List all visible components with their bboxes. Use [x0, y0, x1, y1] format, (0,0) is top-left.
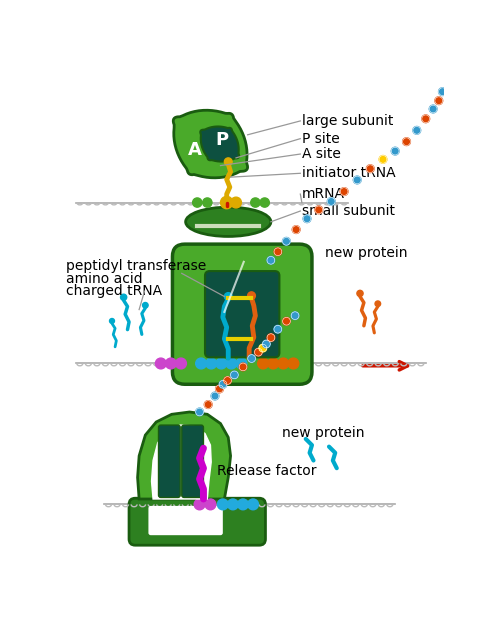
Text: A site: A site: [302, 147, 341, 161]
Circle shape: [224, 377, 231, 385]
Circle shape: [206, 358, 216, 369]
FancyBboxPatch shape: [173, 244, 312, 385]
Circle shape: [203, 198, 212, 207]
Circle shape: [292, 226, 300, 234]
Polygon shape: [200, 126, 239, 162]
Circle shape: [155, 358, 166, 369]
Circle shape: [435, 97, 443, 105]
Circle shape: [193, 198, 202, 207]
Circle shape: [379, 155, 387, 163]
Text: Release factor: Release factor: [216, 464, 316, 478]
Circle shape: [205, 499, 216, 510]
Circle shape: [211, 392, 219, 400]
Text: P: P: [215, 131, 229, 149]
Circle shape: [120, 294, 127, 300]
Circle shape: [413, 126, 421, 134]
Circle shape: [260, 198, 269, 207]
Polygon shape: [151, 425, 211, 499]
Circle shape: [176, 358, 186, 369]
Circle shape: [215, 385, 223, 393]
Circle shape: [254, 349, 262, 356]
Text: mRNA: mRNA: [302, 187, 345, 201]
Circle shape: [429, 105, 437, 113]
Circle shape: [258, 358, 269, 369]
Circle shape: [224, 158, 232, 166]
Circle shape: [194, 499, 205, 510]
Circle shape: [327, 198, 335, 205]
Circle shape: [288, 358, 299, 369]
Circle shape: [247, 499, 258, 510]
Circle shape: [251, 198, 260, 207]
Circle shape: [236, 358, 247, 369]
Text: A: A: [188, 141, 202, 159]
Circle shape: [391, 147, 399, 155]
Circle shape: [227, 499, 238, 510]
Circle shape: [220, 196, 233, 209]
Circle shape: [226, 358, 237, 369]
Circle shape: [375, 301, 381, 306]
Circle shape: [353, 176, 361, 184]
Circle shape: [204, 401, 212, 408]
Polygon shape: [173, 110, 247, 178]
Circle shape: [109, 318, 114, 324]
Circle shape: [278, 358, 289, 369]
Circle shape: [439, 88, 446, 96]
Circle shape: [142, 302, 148, 308]
Text: charged tRNA: charged tRNA: [66, 284, 162, 298]
Circle shape: [291, 312, 299, 320]
FancyBboxPatch shape: [159, 425, 180, 498]
Circle shape: [274, 325, 282, 333]
Circle shape: [366, 165, 374, 173]
Circle shape: [282, 238, 290, 245]
Circle shape: [196, 358, 207, 369]
Text: new protein: new protein: [282, 426, 365, 440]
Circle shape: [231, 197, 242, 208]
Circle shape: [238, 499, 248, 510]
Circle shape: [403, 138, 410, 146]
Text: large subunit: large subunit: [302, 114, 393, 128]
Polygon shape: [138, 412, 231, 499]
Text: small subunit: small subunit: [302, 204, 395, 218]
Circle shape: [267, 334, 275, 342]
Circle shape: [224, 293, 232, 300]
Circle shape: [247, 292, 255, 300]
Circle shape: [340, 187, 348, 195]
Circle shape: [262, 340, 270, 348]
Circle shape: [268, 358, 279, 369]
Ellipse shape: [186, 207, 271, 236]
Text: initiator tRNA: initiator tRNA: [302, 166, 395, 180]
Circle shape: [274, 248, 282, 256]
Text: amino acid: amino acid: [66, 272, 142, 286]
FancyBboxPatch shape: [182, 425, 204, 498]
Circle shape: [259, 344, 267, 352]
Circle shape: [219, 381, 227, 388]
Circle shape: [196, 408, 204, 416]
Circle shape: [422, 115, 429, 123]
Circle shape: [315, 206, 322, 214]
Circle shape: [216, 358, 227, 369]
Circle shape: [239, 363, 247, 371]
Circle shape: [267, 256, 275, 264]
Text: P site: P site: [302, 132, 340, 146]
FancyBboxPatch shape: [129, 498, 265, 545]
FancyBboxPatch shape: [205, 271, 280, 358]
Circle shape: [248, 354, 255, 362]
Circle shape: [303, 215, 311, 223]
Circle shape: [217, 499, 228, 510]
FancyBboxPatch shape: [148, 506, 223, 535]
Text: new protein: new protein: [325, 246, 408, 259]
Circle shape: [282, 317, 290, 325]
Circle shape: [357, 290, 363, 297]
Circle shape: [166, 358, 176, 369]
Circle shape: [231, 371, 238, 379]
Text: peptidyl transferase: peptidyl transferase: [66, 259, 206, 273]
